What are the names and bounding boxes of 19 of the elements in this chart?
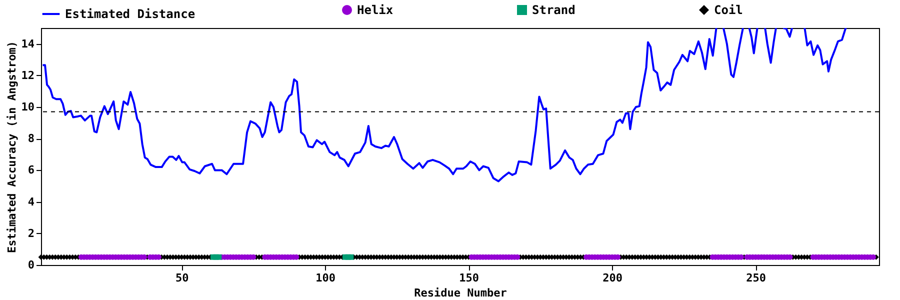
y-tick-label: 4: [28, 195, 35, 208]
legend-label: Coil: [714, 3, 743, 17]
legend-label: Estimated Distance: [65, 7, 196, 21]
y-tick-label: 2: [28, 226, 34, 240]
y-tick-label: 10: [21, 100, 34, 114]
y-tick-label: 14: [21, 37, 35, 50]
x-tick-label: 150: [459, 272, 480, 284]
legend-label: Strand: [532, 3, 576, 17]
y-axis-title: Estimated Accuracy (in Angstrom): [5, 41, 18, 253]
y-tick-label: 6: [28, 164, 35, 177]
y-tick-label: 12: [21, 68, 34, 82]
legend-label: Helix: [357, 3, 394, 17]
x-tick-label: 100: [316, 272, 336, 284]
x-tick-label: 50: [176, 272, 189, 284]
y-tick-label: 8: [28, 132, 34, 146]
x-tick-label: 200: [602, 272, 623, 284]
x-tick-label: 250: [746, 272, 766, 284]
x-axis-title: Residue Number: [414, 286, 508, 300]
y-tick-label: 0: [28, 258, 34, 272]
